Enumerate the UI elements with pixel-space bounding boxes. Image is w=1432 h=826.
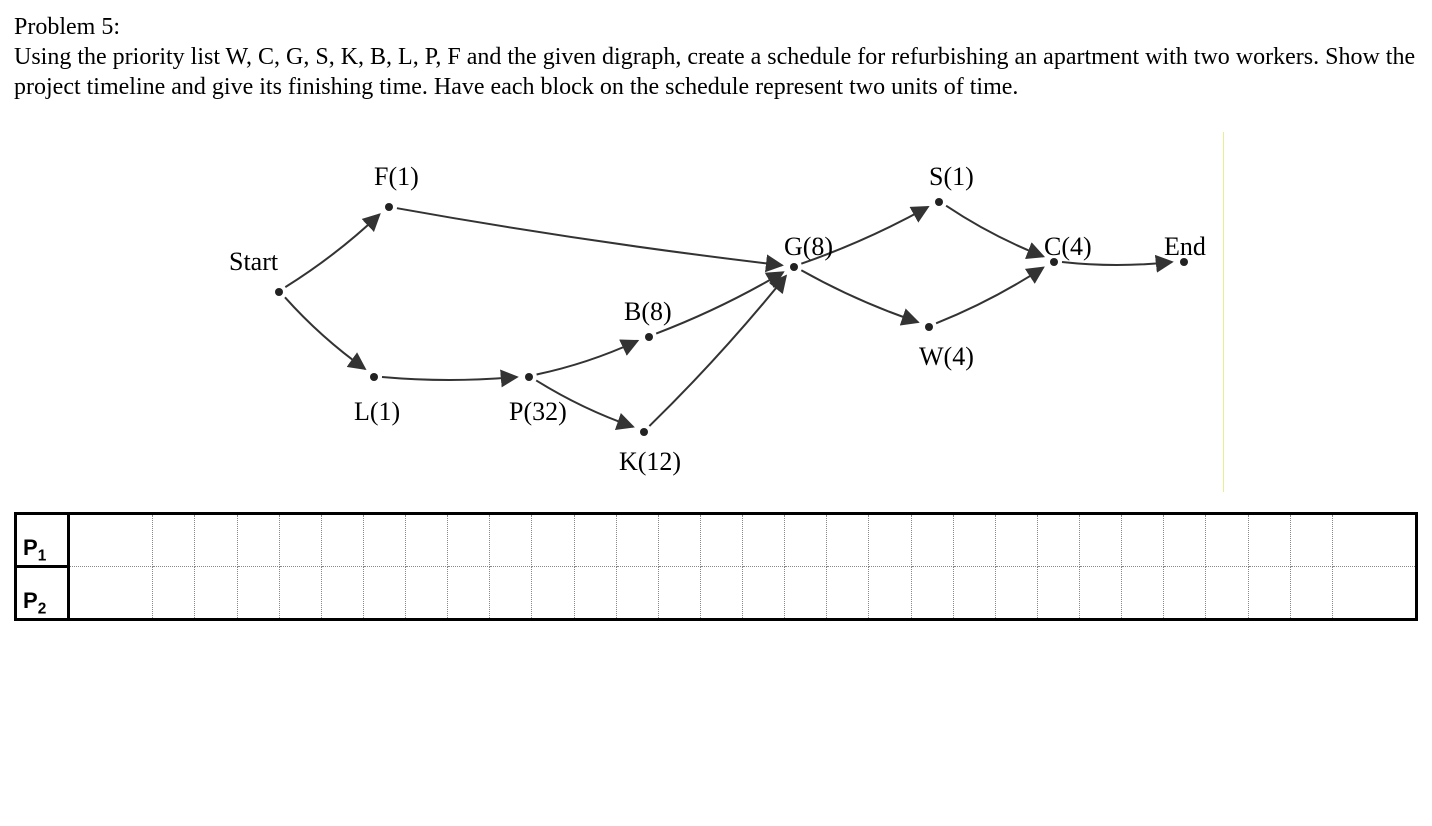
schedule-cell xyxy=(700,567,742,620)
schedule-cell xyxy=(321,514,363,567)
schedule-cell xyxy=(1080,567,1122,620)
schedule-cell xyxy=(69,514,153,567)
node-W xyxy=(925,323,933,331)
schedule-cell xyxy=(532,514,574,567)
node-Start xyxy=(275,288,283,296)
node-label-K: K(12) xyxy=(619,447,681,477)
schedule-cell xyxy=(953,567,995,620)
edge-P-B xyxy=(537,341,638,375)
digraph-svg xyxy=(174,132,1374,492)
node-label-F: F(1) xyxy=(374,162,419,192)
node-B xyxy=(645,333,653,341)
schedule-cell xyxy=(279,567,321,620)
schedule-cell xyxy=(195,514,237,567)
node-S xyxy=(935,198,943,206)
node-label-L: L(1) xyxy=(354,397,400,427)
schedule-cell xyxy=(363,567,405,620)
processor-label-P2: P2 xyxy=(16,567,69,620)
schedule-cell xyxy=(1164,514,1206,567)
schedule-cell xyxy=(785,567,827,620)
schedule-cell xyxy=(658,567,700,620)
schedule-cell xyxy=(700,514,742,567)
edge-Start-L xyxy=(285,297,365,369)
schedule-cell xyxy=(574,567,616,620)
schedule-cell xyxy=(363,514,405,567)
schedule-cell xyxy=(153,567,195,620)
node-G xyxy=(790,263,798,271)
node-F xyxy=(385,203,393,211)
edge-Start-F xyxy=(285,214,379,287)
schedule-cell xyxy=(279,514,321,567)
processor-label-P1: P1 xyxy=(16,514,69,567)
schedule-cell xyxy=(953,514,995,567)
schedule-cell xyxy=(785,514,827,567)
schedule-cell xyxy=(827,567,869,620)
node-label-Start: Start xyxy=(229,247,278,277)
schedule-cell xyxy=(1080,514,1122,567)
node-label-G: G(8) xyxy=(784,232,833,262)
node-P xyxy=(525,373,533,381)
schedule-cell xyxy=(616,567,658,620)
schedule-cell xyxy=(1290,514,1332,567)
schedule-cell xyxy=(237,514,279,567)
schedule-cell xyxy=(69,567,153,620)
node-label-B: B(8) xyxy=(624,297,672,327)
edge-G-W xyxy=(801,270,918,322)
schedule-cell xyxy=(448,567,490,620)
schedule-cell xyxy=(743,514,785,567)
edge-L-P xyxy=(382,377,517,380)
node-label-S: S(1) xyxy=(929,162,974,192)
schedule-cell xyxy=(490,514,532,567)
edge-W-C xyxy=(936,268,1043,324)
schedule-cell xyxy=(658,514,700,567)
schedule-cell xyxy=(1332,567,1416,620)
edge-S-C xyxy=(946,206,1043,257)
schedule-cell xyxy=(827,514,869,567)
schedule-cell xyxy=(995,514,1037,567)
digraph: Start F(1) L(1) P(32) B(8) K(12) G(8) S(1) W(4) C… xyxy=(174,132,1374,492)
node-label-P: P(32) xyxy=(509,397,567,427)
schedule-cell xyxy=(448,514,490,567)
edge-C-End xyxy=(1062,262,1172,265)
problem-title: Problem 5: xyxy=(14,14,120,40)
schedule-cell xyxy=(869,567,911,620)
schedule-cell xyxy=(1206,567,1248,620)
schedule-cell xyxy=(616,514,658,567)
schedule-cell xyxy=(1332,514,1416,567)
node-K xyxy=(640,428,648,436)
schedule-cell xyxy=(743,567,785,620)
node-label-W: W(4) xyxy=(919,342,974,372)
schedule-cell xyxy=(995,567,1037,620)
schedule-cell xyxy=(406,514,448,567)
node-label-C: C(4) xyxy=(1044,232,1092,262)
node-label-End: End xyxy=(1164,232,1206,262)
schedule-cell xyxy=(532,567,574,620)
schedule-cell xyxy=(1037,514,1079,567)
problem-body: Using the priority list W, C, G, S, K, B… xyxy=(14,44,1415,100)
schedule-cell xyxy=(195,567,237,620)
schedule-cell xyxy=(490,567,532,620)
schedule-cell xyxy=(574,514,616,567)
schedule-cell xyxy=(1122,514,1164,567)
edge-F-G xyxy=(397,208,782,265)
schedule-cell xyxy=(1122,567,1164,620)
schedule-grid: P1P2 xyxy=(14,512,1418,621)
schedule-cell xyxy=(911,567,953,620)
schedule-cell xyxy=(911,514,953,567)
schedule-cell xyxy=(1164,567,1206,620)
schedule-cell xyxy=(1248,567,1290,620)
schedule-cell xyxy=(153,514,195,567)
schedule-cell xyxy=(869,514,911,567)
schedule-cell xyxy=(1037,567,1079,620)
schedule-cell xyxy=(321,567,363,620)
schedule-cell xyxy=(1206,514,1248,567)
schedule-cell xyxy=(237,567,279,620)
schedule-cell xyxy=(1248,514,1290,567)
node-L xyxy=(370,373,378,381)
schedule-cell xyxy=(1290,567,1332,620)
schedule-cell xyxy=(406,567,448,620)
